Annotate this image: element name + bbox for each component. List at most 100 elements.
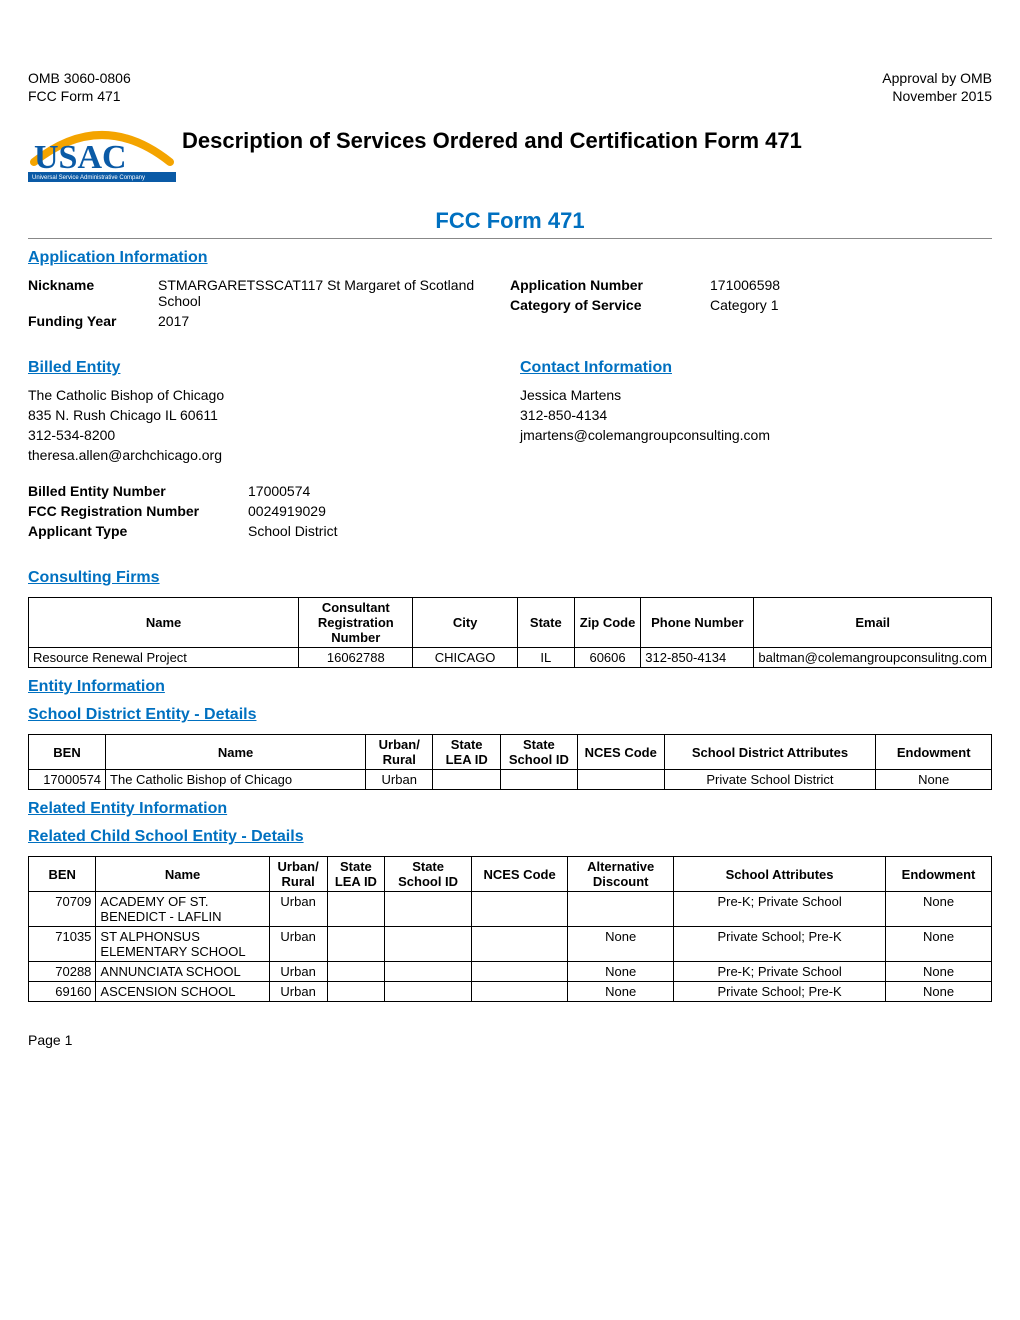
table-header: BEN [29,735,106,770]
table-cell: None [568,962,674,982]
child-table: BENNameUrban/ RuralState LEA IDState Sch… [28,856,992,1002]
table-cell [327,982,385,1002]
table-header: Endowment [876,735,992,770]
table-header: Endowment [886,857,992,892]
table-header: Name [106,735,366,770]
table-cell: None [568,927,674,962]
table-cell: 71035 [29,927,96,962]
table-cell: ACADEMY OF ST. BENEDICT - LAFLIN [96,892,269,927]
table-row: 71035ST ALPHONSUS ELEMENTARY SCHOOLUrban… [29,927,992,962]
section-school-district-details: School District Entity - Details [28,706,992,724]
table-header: NCES Code [471,857,567,892]
table-cell: None [886,982,992,1002]
table-header: Urban/ Rural [269,857,327,892]
table-cell: Urban [366,770,433,790]
table-header: City [413,598,517,648]
table-cell: 69160 [29,982,96,1002]
section-child-entity-details: Related Child School Entity - Details [28,828,992,846]
table-cell: ANNUNCIATA SCHOOL [96,962,269,982]
table-header: Email [754,598,992,648]
table-cell [385,962,472,982]
funding-year-label: Funding Year [28,313,158,329]
table-cell: The Catholic Bishop of Chicago [106,770,366,790]
logo-subtext: Universal Service Administrative Company [32,175,145,181]
table-cell [385,892,472,927]
table-header: Consultant Registration Number [299,598,413,648]
table-header: NCES Code [577,735,664,770]
form-title: FCC Form 471 [28,208,992,239]
consulting-table: NameConsultant Registration NumberCitySt… [28,597,992,668]
category-value: Category 1 [710,297,992,313]
category-label: Category of Service [510,297,710,313]
table-cell: None [876,770,992,790]
omb-number: OMB 3060-0806 [28,70,131,86]
table-cell [433,770,500,790]
table-cell [471,927,567,962]
district-table: BENNameUrban/ RuralState LEA IDState Sch… [28,734,992,790]
table-cell [471,962,567,982]
section-application-information: Application Information [28,249,992,267]
section-billed-entity: Billed Entity [28,359,510,377]
approval-text: Approval by OMB [882,70,992,86]
applicant-type-value: School District [248,523,510,539]
table-header: Urban/ Rural [366,735,433,770]
section-contact-information: Contact Information [520,359,992,377]
section-consulting-firms: Consulting Firms [28,569,992,587]
table-cell [500,770,577,790]
table-cell: Resource Renewal Project [29,648,299,668]
table-cell: Urban [269,982,327,1002]
table-cell: None [886,892,992,927]
nickname-label: Nickname [28,277,158,309]
table-row: 70709ACADEMY OF ST. BENEDICT - LAFLINUrb… [29,892,992,927]
usac-logo: USAC Universal Service Administrative Co… [28,122,176,184]
table-row: 70288ANNUNCIATA SCHOOLUrbanNonePre-K; Pr… [29,962,992,982]
table-cell: 70288 [29,962,96,982]
fcc-reg-value: 0024919029 [248,503,510,519]
table-cell [471,982,567,1002]
table-cell: ST ALPHONSUS ELEMENTARY SCHOOL [96,927,269,962]
table-cell: 312-850-4134 [641,648,754,668]
contact-phone: 312-850-4134 [520,407,992,423]
approval-date: November 2015 [892,88,992,104]
table-cell [577,770,664,790]
applicant-type-label: Applicant Type [28,523,248,539]
funding-year-value: 2017 [158,313,510,329]
page-number: Page 1 [28,1032,992,1048]
form-ref: FCC Form 471 [28,88,121,104]
section-entity-information: Entity Information [28,678,992,696]
table-cell [327,927,385,962]
table-header: State LEA ID [327,857,385,892]
table-cell: CHICAGO [413,648,517,668]
table-cell: Private School; Pre-K [674,982,886,1002]
table-cell [327,892,385,927]
billed-entity-email: theresa.allen@archchicago.org [28,447,510,463]
section-related-entity-information: Related Entity Information [28,800,992,818]
table-cell [568,892,674,927]
table-header: Zip Code [574,598,640,648]
table-cell: Private School District [664,770,876,790]
table-cell: None [886,962,992,982]
table-cell: 16062788 [299,648,413,668]
table-header: State [517,598,574,648]
billed-entity-name: The Catholic Bishop of Chicago [28,387,510,403]
billed-entity-address: 835 N. Rush Chicago IL 60611 [28,407,510,423]
table-cell: IL [517,648,574,668]
table-row: 17000574The Catholic Bishop of ChicagoUr… [29,770,992,790]
table-cell: Private School; Pre-K [674,927,886,962]
billed-entity-phone: 312-534-8200 [28,427,510,443]
table-cell: Urban [269,892,327,927]
ben-label: Billed Entity Number [28,483,248,499]
app-number-value: 171006598 [710,277,992,293]
table-cell [327,962,385,982]
table-cell: 70709 [29,892,96,927]
ben-value: 17000574 [248,483,510,499]
table-header: Name [96,857,269,892]
table-cell: None [568,982,674,1002]
table-header: State School ID [500,735,577,770]
table-header: State School ID [385,857,472,892]
contact-name: Jessica Martens [520,387,992,403]
table-header: School Attributes [674,857,886,892]
table-cell: 60606 [574,648,640,668]
table-header: BEN [29,857,96,892]
table-header: Phone Number [641,598,754,648]
